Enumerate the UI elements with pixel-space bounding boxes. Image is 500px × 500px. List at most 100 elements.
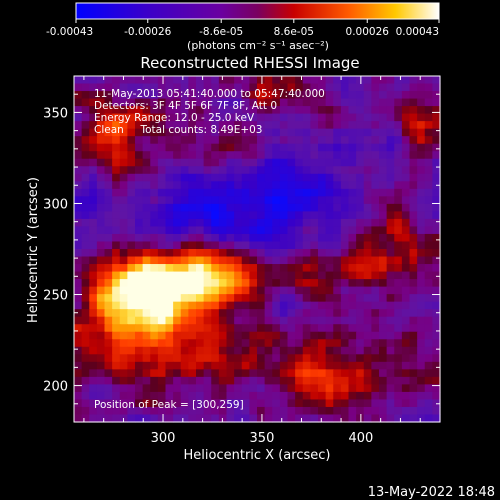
heatmap-cell xyxy=(157,264,167,273)
heatmap-cell xyxy=(104,211,113,220)
heatmap-cell xyxy=(81,233,90,243)
heatmap-cell xyxy=(188,76,197,85)
heatmap-cell xyxy=(104,406,113,416)
heatmap-cell xyxy=(379,166,388,175)
heatmap-cell xyxy=(432,406,441,416)
heatmap-cell xyxy=(371,98,380,107)
heatmap-cell xyxy=(409,226,418,235)
heatmap-cell xyxy=(401,143,411,152)
heatmap-cell xyxy=(333,233,342,243)
heatmap-cell xyxy=(165,143,174,152)
heatmap-cell xyxy=(142,339,151,348)
heatmap-cell xyxy=(234,226,243,235)
heatmap-cell xyxy=(417,271,426,280)
heatmap-cell xyxy=(325,166,334,175)
heatmap-cell xyxy=(356,399,365,408)
heatmap-cell xyxy=(325,279,334,288)
heatmap-cell xyxy=(241,98,250,107)
heatmap-cell xyxy=(417,181,426,190)
observation-info: 11-May-2013 05:41:40.000 to 05:47:40.000… xyxy=(94,88,325,136)
heatmap-cell xyxy=(96,331,106,340)
heatmap-cell xyxy=(188,121,197,130)
heatmap-cell xyxy=(218,203,228,212)
heatmap-cell xyxy=(424,121,433,130)
heatmap-cell xyxy=(203,249,212,258)
heatmap-cell xyxy=(310,233,319,243)
heatmap-cell xyxy=(371,91,380,100)
heatmap-cell xyxy=(409,106,418,115)
heatmap-cell xyxy=(196,151,205,160)
heatmap-cell xyxy=(142,249,151,258)
heatmap-cell xyxy=(135,143,144,152)
heatmap-cell xyxy=(196,286,205,295)
heatmap-cell xyxy=(135,361,144,370)
heatmap-cell xyxy=(142,241,151,250)
heatmap-cell xyxy=(432,113,441,122)
heatmap-cell xyxy=(203,271,212,280)
heatmap-cell xyxy=(180,256,189,265)
heatmap-cell xyxy=(348,301,357,310)
heatmap-cell xyxy=(249,173,258,182)
heatmap-cell xyxy=(180,264,189,273)
heatmap-cell xyxy=(310,294,319,303)
heatmap-cell xyxy=(203,294,212,303)
heatmap-cell xyxy=(203,203,212,212)
heatmap-cell xyxy=(203,151,212,160)
heatmap-cell xyxy=(112,218,121,228)
heatmap-cell xyxy=(112,249,121,258)
heatmap-cell xyxy=(394,218,403,228)
heatmap-cell xyxy=(272,406,281,416)
heatmap-cell xyxy=(135,256,144,265)
heatmap-cell xyxy=(379,188,388,197)
heatmap-cell xyxy=(150,218,159,228)
heatmap-cell xyxy=(401,249,411,258)
heatmap-cell xyxy=(371,188,380,197)
heatmap-cell xyxy=(257,309,266,318)
heatmap-cell xyxy=(318,211,327,220)
heatmap-cell xyxy=(340,279,350,288)
heatmap-cell xyxy=(226,241,235,250)
heatmap-cell xyxy=(241,121,250,130)
heatmap-cell xyxy=(318,339,327,348)
heatmap-cell xyxy=(89,256,98,265)
heatmap-cell xyxy=(157,361,167,370)
heatmap-cell xyxy=(81,324,90,333)
heatmap-cell xyxy=(302,91,311,100)
heatmap-cell xyxy=(127,391,136,401)
heatmap-cell xyxy=(379,76,388,85)
heatmap-cell xyxy=(333,249,342,258)
heatmap-cell xyxy=(74,83,83,92)
heatmap-cell xyxy=(104,91,113,100)
heatmap-cell xyxy=(302,384,311,393)
heatmap-cell xyxy=(394,211,403,220)
heatmap-cell xyxy=(211,384,220,393)
heatmap-cell xyxy=(394,264,403,273)
heatmap-cell xyxy=(401,218,411,228)
heatmap-cell xyxy=(257,203,266,212)
heatmap-cell xyxy=(386,121,395,130)
heatmap-cell xyxy=(371,294,380,303)
heatmap-cell xyxy=(264,339,273,348)
heatmap-cell xyxy=(142,279,151,288)
heatmap-cell xyxy=(226,414,235,423)
heatmap-cell xyxy=(318,414,327,423)
heatmap-cell xyxy=(340,339,350,348)
heatmap-cell xyxy=(241,226,250,235)
heatmap-cell xyxy=(386,361,395,370)
heatmap-cell xyxy=(340,196,350,205)
heatmap-cell xyxy=(165,181,174,190)
heatmap-cell xyxy=(333,361,342,370)
heatmap-cell xyxy=(112,391,121,401)
heatmap-cell xyxy=(127,233,136,243)
heatmap-cell xyxy=(188,324,197,333)
heatmap-cell xyxy=(249,399,258,408)
heatmap-cell xyxy=(81,301,90,310)
heatmap-cell xyxy=(165,98,174,107)
heatmap-cell xyxy=(432,324,441,333)
heatmap-cell xyxy=(348,361,357,370)
heatmap-cell xyxy=(272,331,281,340)
heatmap-cell xyxy=(302,128,311,137)
heatmap-cell xyxy=(127,354,136,363)
heatmap-cell xyxy=(363,406,372,416)
heatmap-cell xyxy=(119,331,128,340)
